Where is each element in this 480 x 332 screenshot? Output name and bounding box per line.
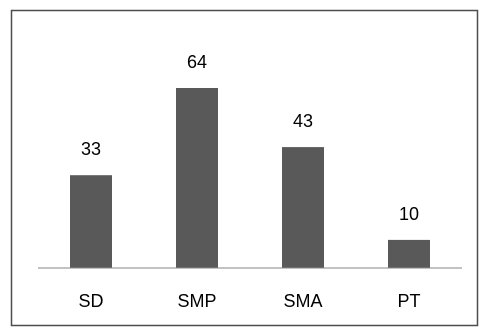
chart-frame — [10, 9, 479, 327]
tick-label-smp: SMP — [177, 291, 216, 311]
tick-label-pt: PT — [397, 291, 420, 311]
bar-sma — [282, 147, 324, 268]
tick-labels-layer: SD SMP SMA PT — [78, 291, 420, 311]
bar-pt — [388, 239, 430, 268]
bar-smp — [176, 88, 218, 268]
data-label-smp: 64 — [187, 52, 207, 72]
bars-layer — [70, 88, 430, 268]
data-label-sd: 33 — [81, 139, 101, 159]
data-labels-layer: 33 64 43 10 — [81, 52, 419, 224]
tick-label-sd: SD — [78, 291, 103, 311]
data-label-sma: 43 — [293, 111, 313, 131]
tick-label-sma: SMA — [283, 291, 322, 311]
data-label-pt: 10 — [399, 204, 419, 224]
bar-sd — [70, 175, 112, 268]
